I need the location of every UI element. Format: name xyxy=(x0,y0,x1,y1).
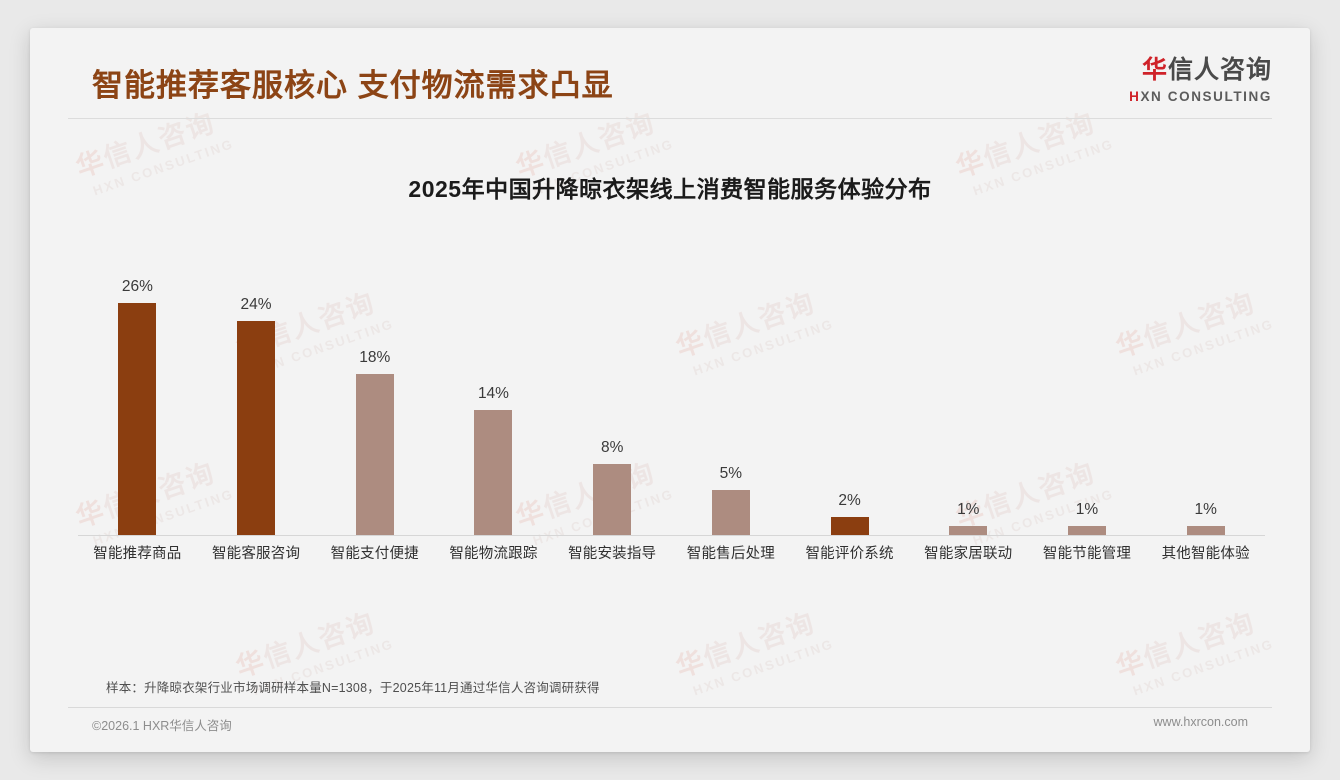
page-title: 智能推荐客服核心 支付物流需求凸显 xyxy=(92,68,614,103)
bar xyxy=(1186,526,1225,535)
bar xyxy=(118,303,157,535)
bar-value-label: 24% xyxy=(240,295,272,313)
slide-footer: ©2026.1 HXR华信人咨询 www.hxrcon.com xyxy=(30,712,1310,740)
chart-area: 2025年中国升降晾衣架线上消费智能服务体验分布 26% 24% 18% 14% 8% 5… xyxy=(30,120,1310,680)
bar-value-label: 18% xyxy=(359,349,391,367)
logo-cn-red-char: 华 xyxy=(1141,56,1168,84)
website-text: www.hxrcon.com xyxy=(1153,715,1248,729)
bar-column: 1% xyxy=(1028,277,1147,535)
bar-column: 8% xyxy=(553,277,672,535)
bar-column: 1% xyxy=(909,277,1028,535)
bar xyxy=(1067,526,1106,535)
bar-value-label: 26% xyxy=(121,278,153,295)
logo-english-text: HXN CONSULTING xyxy=(1129,90,1272,104)
footer-divider xyxy=(68,707,1272,708)
x-axis-line xyxy=(78,535,1265,536)
x-axis-category-label: 智能家居联动 xyxy=(924,546,1013,562)
bar xyxy=(711,490,750,535)
x-axis-category-label: 智能节能管理 xyxy=(1042,546,1132,562)
x-axis-category-label: 智能售后处理 xyxy=(686,546,775,562)
x-axis-category-label: 智能客服咨询 xyxy=(211,546,301,562)
bar-column: 18% xyxy=(315,277,434,535)
x-axis-category-labels: 智能推荐商品 智能客服咨询 智能支付便捷 智能物流跟踪 智能安装指导 智能售后处理 智能评价… xyxy=(78,542,1265,572)
sample-footnote: 样本：升降晾衣架行业市场调研样本量N=1308，于2025年11月通过华信人咨询… xyxy=(106,681,600,695)
x-axis-category-label: 智能评价系统 xyxy=(805,546,894,562)
bar-series: 26% 24% 18% 14% 8% 5% 2% 1% 1% 1% xyxy=(78,277,1265,535)
bar-value-label: 2% xyxy=(838,492,861,510)
x-axis-category-label: 智能推荐商品 xyxy=(93,546,182,562)
logo-en-rest: XN CONSULTING xyxy=(1140,89,1272,104)
bar-chart-plot: 26% 24% 18% 14% 8% 5% 2% 1% 1% 1% 智能推荐商品 智能客服咨询 智能支… xyxy=(78,230,1265,580)
bar-column: 14% xyxy=(434,277,553,535)
bar xyxy=(593,463,632,535)
bar-value-label: 5% xyxy=(719,465,743,483)
logo-en-red-char: H xyxy=(1129,89,1141,104)
slide-canvas: 华信人咨询 HXN CONSULTING 华信人咨询 HXN CONSULTING 华信… xyxy=(30,28,1310,752)
bar-value-label: 8% xyxy=(600,438,624,456)
brand-logo: 华信人咨询 HXN CONSULTING xyxy=(1129,58,1272,104)
bar-value-label: 14% xyxy=(477,385,509,403)
logo-cn-rest: 信人咨询 xyxy=(1167,56,1272,84)
bar-column: 5% xyxy=(672,277,791,535)
bar-value-label: 1% xyxy=(1194,501,1217,519)
bar-value-label: 1% xyxy=(1075,501,1099,519)
copyright-text: ©2026.1 HXR华信人咨询 xyxy=(92,719,232,733)
x-axis-category-label: 其他智能体验 xyxy=(1161,546,1250,562)
header-divider xyxy=(68,118,1272,119)
bar xyxy=(830,517,869,535)
slide-header: 智能推荐客服核心 支付物流需求凸显 华信人咨询 HXN CONSULTING xyxy=(30,28,1310,120)
bar-value-label: 1% xyxy=(957,501,980,519)
bar-column: 2% xyxy=(790,277,909,535)
bar xyxy=(355,374,394,535)
logo-chinese-text: 华信人咨询 xyxy=(1129,58,1272,83)
x-axis-category-label: 智能安装指导 xyxy=(568,546,657,562)
bar-column: 24% xyxy=(197,277,316,535)
bar xyxy=(237,320,276,535)
x-axis-category-label: 智能支付便捷 xyxy=(330,546,419,562)
bar-column: 1% xyxy=(1146,277,1265,535)
bar xyxy=(949,526,988,535)
x-axis-category-label: 智能物流跟踪 xyxy=(449,546,538,562)
chart-title: 2025年中国升降晾衣架线上消费智能服务体验分布 xyxy=(408,176,932,202)
bar xyxy=(474,410,513,535)
bar-column: 26% xyxy=(78,277,197,535)
